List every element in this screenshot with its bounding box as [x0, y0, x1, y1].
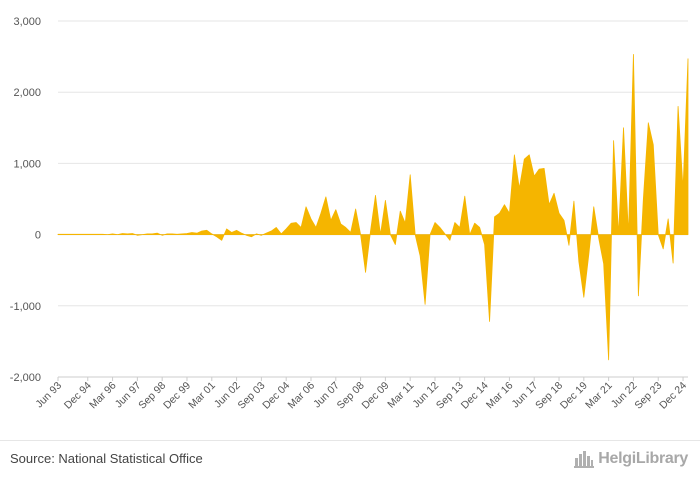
brand-logo-text: HelgiLibrary [598, 450, 688, 467]
city-skyline-icon [574, 451, 595, 468]
x-tick-label: Dec 99 [161, 380, 193, 412]
x-tick-label: Dec 09 [360, 380, 392, 412]
x-tick-label: Mar 01 [186, 380, 218, 412]
x-tick-label: Dec 19 [558, 380, 590, 412]
x-tick-label: Mar 06 [286, 380, 318, 412]
area-series [57, 54, 689, 361]
y-tick-label: 1,000 [13, 158, 41, 170]
x-tick-label: Dec 04 [260, 380, 292, 412]
x-tick-label: Dec 14 [459, 380, 491, 412]
chart: 3,000 2,000 1,000 0 -1,000 -2,000 Jun 93 Dec 94… [10, 16, 689, 412]
y-tick-label: 2,000 [13, 87, 41, 99]
y-tick-label: -1,000 [10, 301, 41, 313]
x-tick-label: Mar 21 [583, 380, 615, 412]
x-tick-label: Mar 96 [87, 380, 119, 412]
y-tick-label: 3,000 [13, 16, 41, 28]
source-note: Source: National Statistical Office [10, 451, 203, 466]
x-tick-label: Mar 11 [385, 380, 416, 411]
x-tick-label: Dec 94 [62, 380, 94, 412]
y-tick-label: -2,000 [10, 372, 41, 384]
x-tick-label: Mar 16 [484, 380, 516, 412]
footer: Source: National Statistical Office Helg… [0, 440, 700, 484]
y-tick-label: 0 [35, 230, 41, 242]
x-tick-label: Dec 24 [657, 380, 689, 412]
x-tick-label: Jun 93 [33, 380, 64, 411]
brand-logo[interactable]: HelgiLibrary [574, 450, 688, 468]
